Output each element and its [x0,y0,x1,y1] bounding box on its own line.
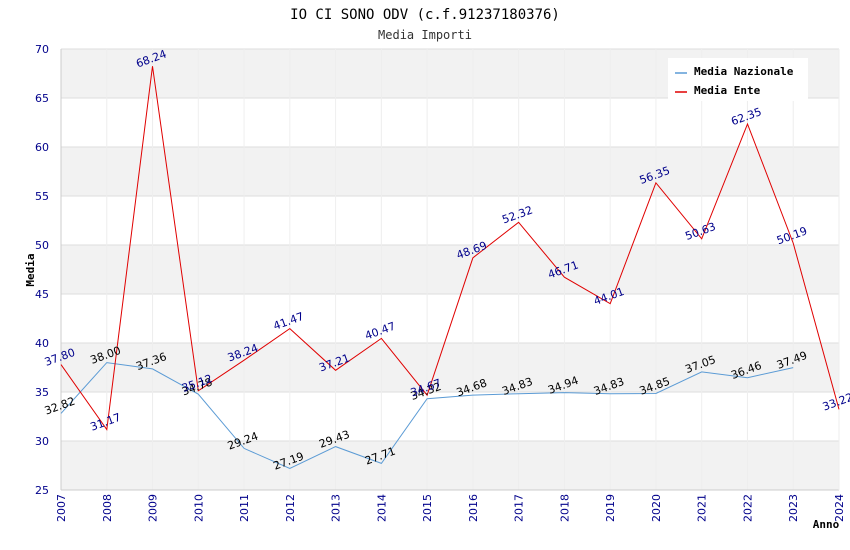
plot-band [61,294,839,343]
y-tick-label: 40 [35,337,49,350]
x-tick-label: 2007 [55,494,68,522]
y-tick-label: 70 [35,43,49,56]
series-lines [60,66,840,470]
y-tick-label: 50 [35,239,49,252]
plot-band [61,343,839,392]
plot-band [61,392,839,441]
x-tick-label: 2022 [741,494,754,522]
plot-band [61,245,839,294]
y-tick-label: 35 [35,386,49,399]
legend: Media Nazionale Media Ente [668,58,808,101]
x-axis-ticks: 2007 2008 2009 2010 2011 2012 2013 2014 2015 2016… [55,494,846,522]
plot-band [61,196,839,245]
x-tick-label: 2020 [650,494,663,522]
x-tick-label: 2008 [101,494,114,522]
plot-band [61,147,839,196]
x-tick-label: 2024 [833,494,846,522]
y-tick-label: 55 [35,190,49,203]
x-tick-label: 2013 [330,494,343,522]
chart-title: IO CI SONO ODV (c.f.91237180376) [290,7,560,23]
plot-band [61,441,839,490]
y-axis-ticks: 25 30 35 40 45 50 55 60 65 70 [35,43,49,497]
x-axis-label: Anno [813,518,840,531]
x-tick-label: 2014 [375,494,388,522]
chart-subtitle: Media Importi [378,28,472,42]
x-tick-label: 2019 [604,494,617,522]
y-tick-label: 30 [35,435,49,448]
x-tick-label: 2009 [147,494,160,522]
legend-box [668,58,808,101]
y-tick-label: 60 [35,141,49,154]
x-tick-label: 2018 [558,494,571,522]
series-line-1 [60,66,840,431]
y-tick-label: 25 [35,484,49,497]
x-tick-label: 2011 [238,494,251,522]
x-tick-label: 2017 [513,494,526,522]
x-tick-label: 2023 [787,494,800,522]
x-tick-label: 2016 [467,494,480,522]
axes [60,49,840,491]
legend-label-media-nazionale: Media Nazionale [694,65,794,78]
plot-background [61,49,839,490]
x-tick-label: 2010 [192,494,205,522]
plot-band [61,98,839,147]
x-tick-label: 2021 [696,494,709,522]
y-tick-label: 65 [35,92,49,105]
x-tick-label: 2015 [421,494,434,522]
x-tick-label: 2012 [284,494,297,522]
y-tick-label: 45 [35,288,49,301]
series-line-0 [60,362,794,470]
legend-label-media-ente: Media Ente [694,84,761,97]
y-axis-label: Media [24,253,37,286]
